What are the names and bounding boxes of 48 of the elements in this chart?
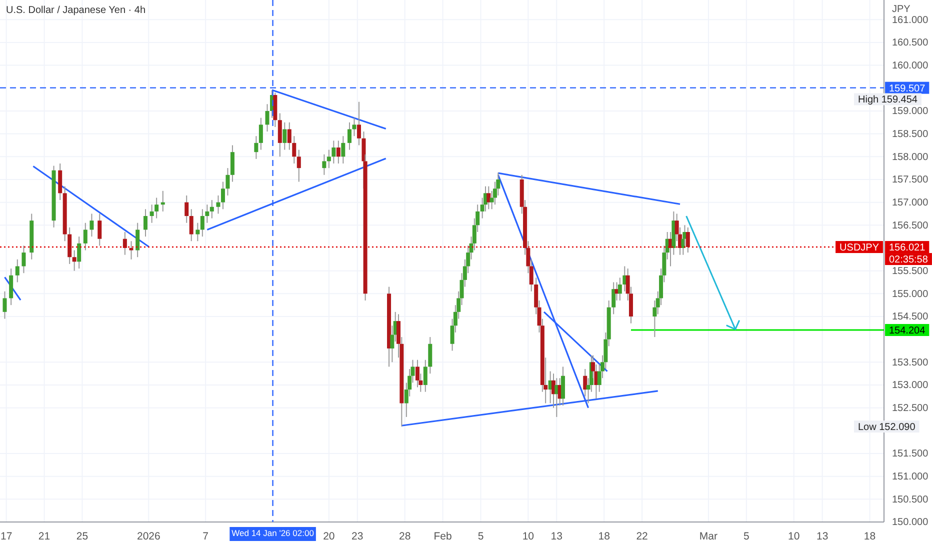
y-tick-label: 150.500 xyxy=(892,494,929,506)
y-tick-label: 155.000 xyxy=(892,288,929,300)
x-tick-label: 10 xyxy=(522,530,534,542)
annotation: USDJPY xyxy=(840,242,880,254)
y-tick-label: 156.500 xyxy=(892,220,929,232)
y-tick-label: 151.500 xyxy=(892,448,929,460)
x-tick-label: 17 xyxy=(0,530,12,542)
x-tick-label: 10 xyxy=(788,530,800,542)
y-tick-label: 161.000 xyxy=(892,14,929,26)
x-tick-label: 23 xyxy=(352,530,364,542)
text: 02:35:58 xyxy=(889,254,928,266)
x-tick-label: 25 xyxy=(76,530,88,542)
x-tick-label: 5 xyxy=(743,530,750,542)
text: U.S. Dollar / Japanese Yen · 4h xyxy=(6,5,146,16)
y-tick-label: 155.500 xyxy=(892,266,929,278)
y-tick-label: 154.500 xyxy=(892,312,929,323)
ref-line-label: 156.021 xyxy=(889,242,926,254)
y-axis-title: JPY xyxy=(892,4,911,15)
y-tick-label: 159.000 xyxy=(892,106,929,118)
x-tick-label: 7 xyxy=(202,530,209,542)
y-tick-label: 152.500 xyxy=(892,403,929,414)
x-tick-label: 18 xyxy=(598,530,610,542)
y-tick-label: 150.000 xyxy=(892,517,929,528)
x-tick-label: 22 xyxy=(636,530,648,542)
annotation: High 159.454 xyxy=(858,94,918,106)
x-tick-label: 18 xyxy=(864,530,876,542)
ref-line-label: 159.507 xyxy=(889,83,926,94)
x-tick-label: 2026 xyxy=(136,530,160,542)
annotation: 154.204 xyxy=(889,326,926,337)
x-tick-label: 20 xyxy=(323,530,335,542)
x-tick-label: 13 xyxy=(816,530,828,542)
y-tick-label: 153.500 xyxy=(892,357,929,368)
y-tick-label: 160.000 xyxy=(892,60,929,72)
y-tick-label: 157.000 xyxy=(892,198,929,209)
x-tick-label: Mar xyxy=(699,530,718,542)
y-tick-label: 157.500 xyxy=(892,174,929,186)
y-tick-label: 151.000 xyxy=(892,472,929,483)
annotation: Low 152.090 xyxy=(858,422,916,434)
x-tick-label: 13 xyxy=(550,530,563,542)
y-tick-label: 158.000 xyxy=(892,152,929,163)
y-tick-label: 153.000 xyxy=(892,380,929,392)
x-tick-label: Feb xyxy=(434,530,452,542)
x-tick-label: 28 xyxy=(398,530,411,542)
x-tick-label: 21 xyxy=(38,530,50,542)
x-tick-label: 5 xyxy=(478,530,484,542)
ref-line-label: Wed 14 Jan '26 02:00 xyxy=(232,528,314,538)
y-tick-label: 160.500 xyxy=(892,38,929,49)
y-tick-label: 158.500 xyxy=(892,129,929,140)
